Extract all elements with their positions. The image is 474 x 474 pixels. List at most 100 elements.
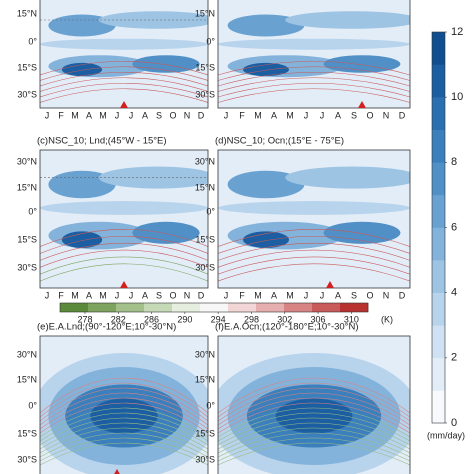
temp-contour (218, 72, 410, 87)
lat-label: 15°N (17, 182, 37, 192)
month-label: D (198, 290, 205, 300)
month-label: A (86, 290, 92, 300)
month-label: J (224, 110, 229, 120)
month-label: J (115, 110, 120, 120)
panel-frame (217, 0, 411, 109)
temp-contour (218, 402, 410, 434)
temp-contour (40, 256, 208, 275)
panel-frame (217, 335, 411, 474)
month-label: A (142, 110, 148, 120)
colorbar-tick-label: 0 (451, 417, 457, 429)
lat-label: 30°S (17, 454, 37, 464)
lat-label: 15°S (17, 62, 37, 72)
lat-label: 0° (28, 206, 37, 216)
panel: 15°N0°15°S30°SJ F M A M J J A S O N D (17, 0, 209, 120)
temp-contour (218, 437, 410, 462)
temp-contour (40, 377, 208, 414)
precip-blob (218, 201, 410, 215)
colorbar-swatch (432, 194, 445, 228)
lat-label: 30°S (17, 262, 37, 272)
precip-blob (323, 221, 401, 244)
lat-label: 15°N (195, 182, 215, 192)
lat-label: 15°N (17, 8, 37, 18)
temp-contour (40, 235, 208, 254)
month-label: S (156, 110, 162, 120)
temp-contour (218, 242, 410, 261)
month-label: S (351, 290, 357, 300)
colorbar-swatch (60, 303, 89, 312)
temp-contour (40, 66, 208, 81)
colorbar-tick-label: 8 (451, 156, 457, 168)
temp-contour (40, 82, 208, 98)
temp-contour (218, 256, 410, 275)
colorbar-tick-label: 294 (211, 314, 226, 324)
lat-label: 15°S (17, 234, 37, 244)
temp-contour (218, 88, 410, 103)
precip-blob (323, 55, 401, 73)
colorbar-swatch (228, 303, 257, 312)
month-label: J (129, 290, 134, 300)
temp-contour (218, 66, 410, 81)
colorbar-unit: (K) (381, 314, 393, 324)
temp-contour (218, 229, 410, 247)
colorbar-swatch (432, 292, 445, 326)
temp-contour (218, 61, 410, 76)
colorbar-tick-label: 4 (451, 287, 457, 299)
panel-field (218, 0, 410, 108)
marker-triangle (114, 469, 120, 474)
panel-field (40, 150, 208, 288)
temp-contour (40, 402, 208, 434)
month-label: O (169, 290, 176, 300)
temp-contour (40, 417, 208, 446)
panel: (e)E.A.Lnd;(90°-120°E;10°-30°N) 30°N 15°N 0… (17, 322, 209, 474)
precip-blob (61, 62, 103, 77)
colorbar-tick-label: 12 (451, 26, 463, 38)
panel-field (218, 336, 410, 474)
month-label: A (86, 110, 92, 120)
month-label: J (304, 290, 309, 300)
month-label: M (99, 110, 107, 120)
colorbar-tick-label: 278 (77, 314, 92, 324)
month-label: M (99, 290, 107, 300)
month-label: D (399, 290, 406, 300)
colorbar-swatch (340, 303, 369, 312)
lat-label: 30°N (17, 349, 37, 359)
lat-label: 0° (28, 400, 37, 410)
colorbar-tick-label: 306 (311, 314, 326, 324)
temp-contour (218, 387, 410, 422)
temp-contour (40, 88, 208, 103)
panel-title: (f)E.A.Ocn;(120°-180°E;10°-30°N) (215, 322, 359, 333)
precip-blob (90, 398, 158, 434)
panel-title: (c)NSC_10; Lnd;(45°W - 15°E) (37, 136, 167, 147)
colorbar-swatch (432, 97, 445, 131)
month-label: S (156, 290, 162, 300)
lat-label: 15°S (195, 62, 215, 72)
panel-field (40, 0, 208, 108)
lat-label: 15°N (195, 374, 215, 384)
panel-frame (217, 149, 411, 289)
panel-frame (39, 335, 209, 474)
month-label: M (71, 110, 79, 120)
temp-contour (40, 422, 208, 450)
month-label: J (320, 290, 325, 300)
temp-contour (40, 242, 208, 261)
panel: 15°N0°15°S30°SJ F M A M J J A S O N D (195, 0, 411, 120)
temp-contour (218, 377, 410, 414)
temp-contour (40, 77, 208, 92)
colorbar-swatch (432, 32, 445, 65)
panel: (f)E.A.Ocn;(120°-180°E;10°-30°N) 30°N 15°N… (195, 322, 411, 474)
month-label: M (254, 110, 262, 120)
month-label: N (383, 290, 390, 300)
colorbar-swatch (432, 325, 445, 359)
lat-label: 0° (28, 36, 37, 46)
colorbar-swatch (200, 303, 229, 312)
month-label: F (239, 110, 245, 120)
temp-contour (218, 442, 410, 466)
month-label: O (366, 290, 373, 300)
temp-contour (40, 407, 208, 438)
colorbar-swatch (432, 227, 445, 261)
colorbar-tick-label: 10 (451, 91, 463, 103)
month-label: A (335, 110, 341, 120)
month-label: N (383, 110, 390, 120)
temp-contour (40, 392, 208, 426)
